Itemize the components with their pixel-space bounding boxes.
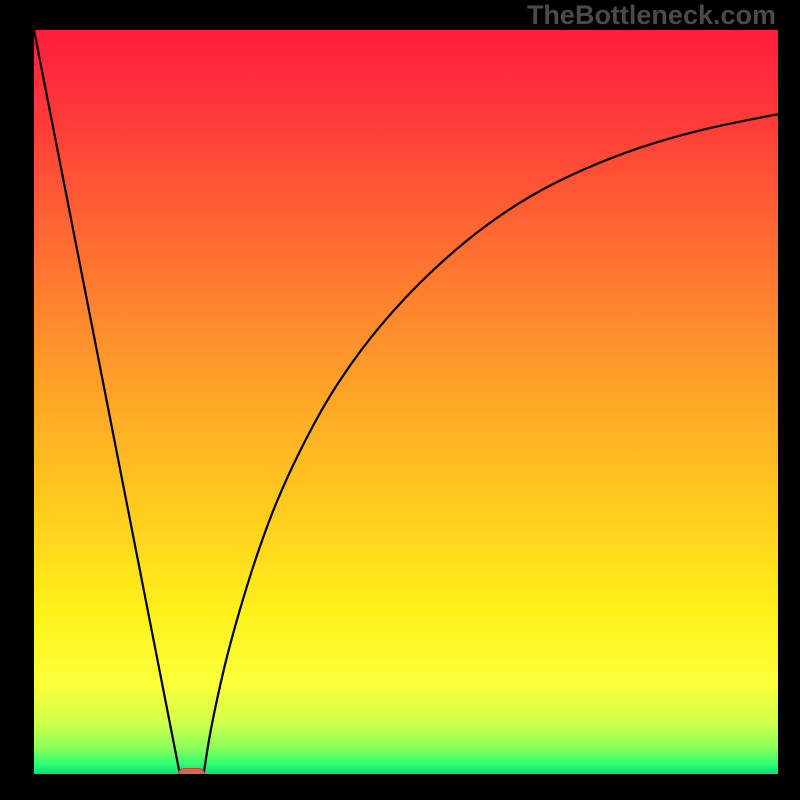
watermark-text: TheBottleneck.com <box>527 0 776 31</box>
curve-left-segment <box>34 30 180 774</box>
optimum-marker <box>178 768 205 774</box>
bottleneck-curve <box>34 30 778 774</box>
curve-right-segment <box>204 113 778 774</box>
plot-area <box>34 30 778 774</box>
